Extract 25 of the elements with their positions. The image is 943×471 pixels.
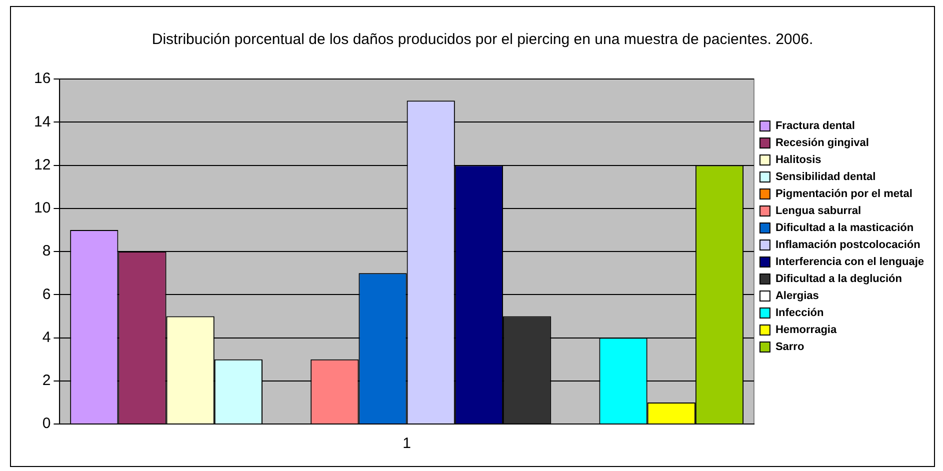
legend-label: Dificultad a la masticación [775, 222, 914, 234]
legend-label: Fractura dental [775, 120, 855, 132]
legend-label: Hemorragia [775, 324, 838, 336]
legend-label: Pigmentación por el metal [775, 188, 912, 200]
y-tick-label: 6 [42, 286, 51, 303]
chart-title: Distribución porcentual de los daños producidos por el piercing en una muestra de pacientes. 2006. [152, 31, 814, 48]
legend-label: Halitosis [775, 154, 822, 166]
y-tick-label: 12 [34, 156, 51, 174]
legend-label: Interferencia con el lenguaje [775, 256, 924, 268]
legend-label: Inflamación postcolocación [775, 239, 921, 252]
legend-label: Sensibilidad dental [775, 171, 876, 184]
y-tick-label: 14 [34, 113, 51, 130]
y-tick-label: 8 [42, 242, 51, 260]
legend-label: Infección [775, 307, 824, 320]
legend-label: Sarro [775, 341, 804, 354]
x-tick-label: 1 [402, 435, 411, 452]
legend-label: Alergias [775, 290, 819, 302]
legend-label: Dificultad a la deglución [775, 273, 902, 286]
legend-label: Lengua saburral [775, 205, 862, 218]
y-tick-label: 2 [42, 372, 51, 390]
y-tick-label: 16 [34, 70, 51, 88]
y-tick-label: 10 [34, 200, 51, 217]
legend-label: Recesión gingival [775, 137, 869, 150]
y-tick-label: 0 [42, 415, 51, 432]
y-tick-label: 4 [42, 328, 51, 346]
